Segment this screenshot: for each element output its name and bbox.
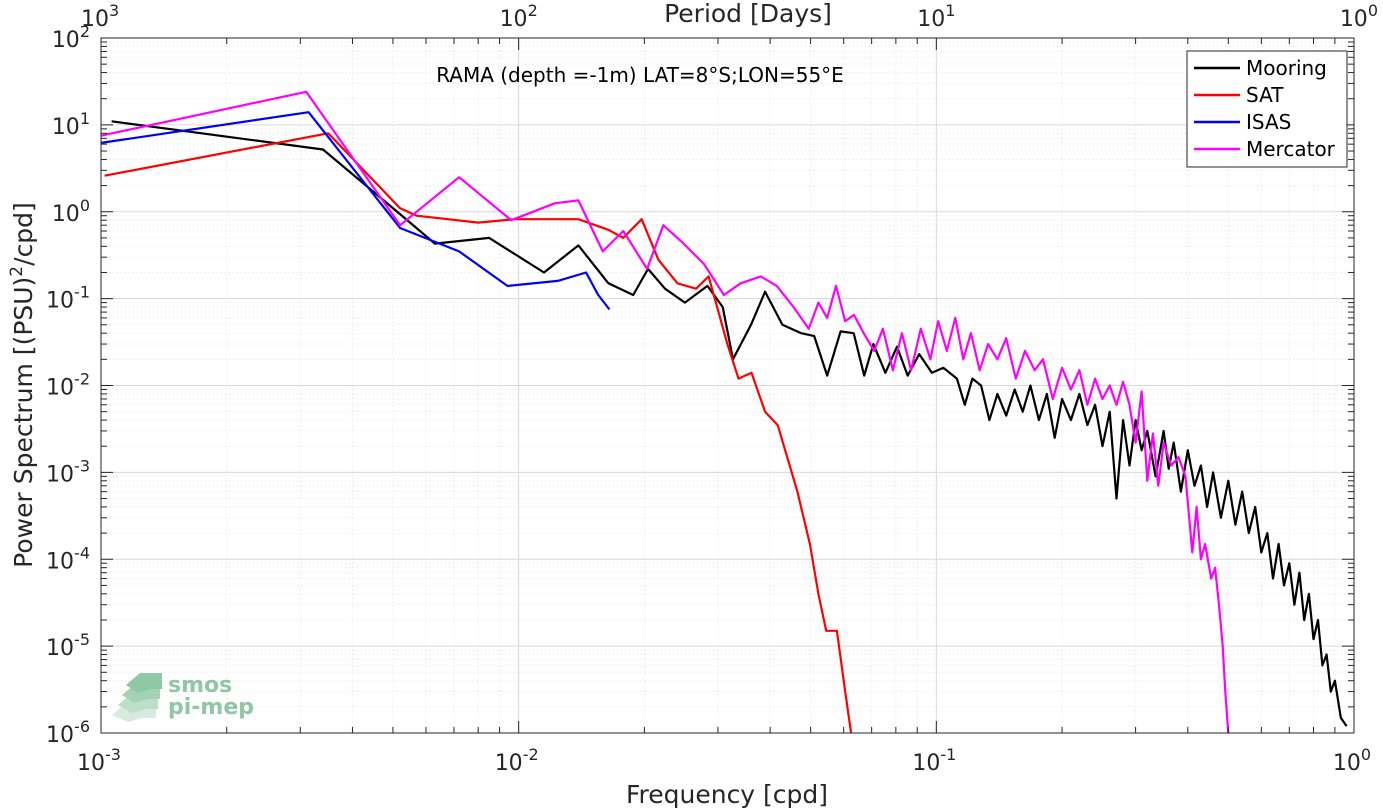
legend-label-isas: ISAS bbox=[1246, 110, 1291, 134]
y-tick-label: 10-1 bbox=[46, 283, 90, 314]
series-layer bbox=[100, 90, 1348, 734]
x-tick-label: 10-2 bbox=[495, 745, 539, 776]
series-line-isas bbox=[100, 111, 611, 311]
logo-line-1: smos bbox=[168, 673, 232, 698]
x-tick-label: 10-1 bbox=[912, 745, 956, 776]
top-tick-label: 102 bbox=[500, 1, 538, 32]
x-axis-label: Frequency [cpd] bbox=[626, 780, 828, 809]
top-tick-label: 103 bbox=[81, 1, 119, 32]
legend: Mooring SAT ISAS Mercator bbox=[1186, 50, 1348, 168]
logo-line-2: pi-mep bbox=[168, 695, 254, 720]
top-tick-label: 100 bbox=[1340, 1, 1378, 32]
tick-marks bbox=[100, 37, 1355, 734]
x-tick-label: 10-3 bbox=[77, 745, 121, 776]
y-axis-label: Power Spectrum [(PSU)2/cpd] bbox=[7, 202, 38, 568]
y-tick-label: 10-6 bbox=[46, 717, 90, 748]
legend-label-mooring: Mooring bbox=[1246, 56, 1327, 80]
minor-grid bbox=[101, 38, 1354, 733]
y-tick-label: 102 bbox=[52, 22, 90, 53]
y-tick-label: 10-5 bbox=[46, 630, 90, 661]
legend-label-mercator: Mercator bbox=[1246, 137, 1336, 161]
legend-label-sat: SAT bbox=[1246, 83, 1284, 107]
smos-pi-mep-logo: smos pi-mep bbox=[112, 673, 254, 722]
y-tick-label: 101 bbox=[52, 109, 90, 140]
x-tick-label: 100 bbox=[1333, 745, 1371, 776]
top-tick-label: 101 bbox=[917, 1, 955, 32]
series-line-sat bbox=[104, 132, 853, 734]
y-tick-label: 10-2 bbox=[46, 370, 90, 401]
station-annotation: RAMA (depth =-1m) LAT=8°S;LON=55°E bbox=[436, 63, 844, 87]
series-line-mooring bbox=[111, 120, 1348, 727]
y-tick-label: 10-4 bbox=[46, 543, 90, 574]
top-axis-label: Period [Days] bbox=[664, 0, 832, 28]
series-line-mercator bbox=[100, 90, 1230, 734]
y-tick-label: 10-3 bbox=[46, 456, 90, 487]
legend-box bbox=[1186, 50, 1348, 168]
y-tick-label: 100 bbox=[52, 196, 90, 227]
